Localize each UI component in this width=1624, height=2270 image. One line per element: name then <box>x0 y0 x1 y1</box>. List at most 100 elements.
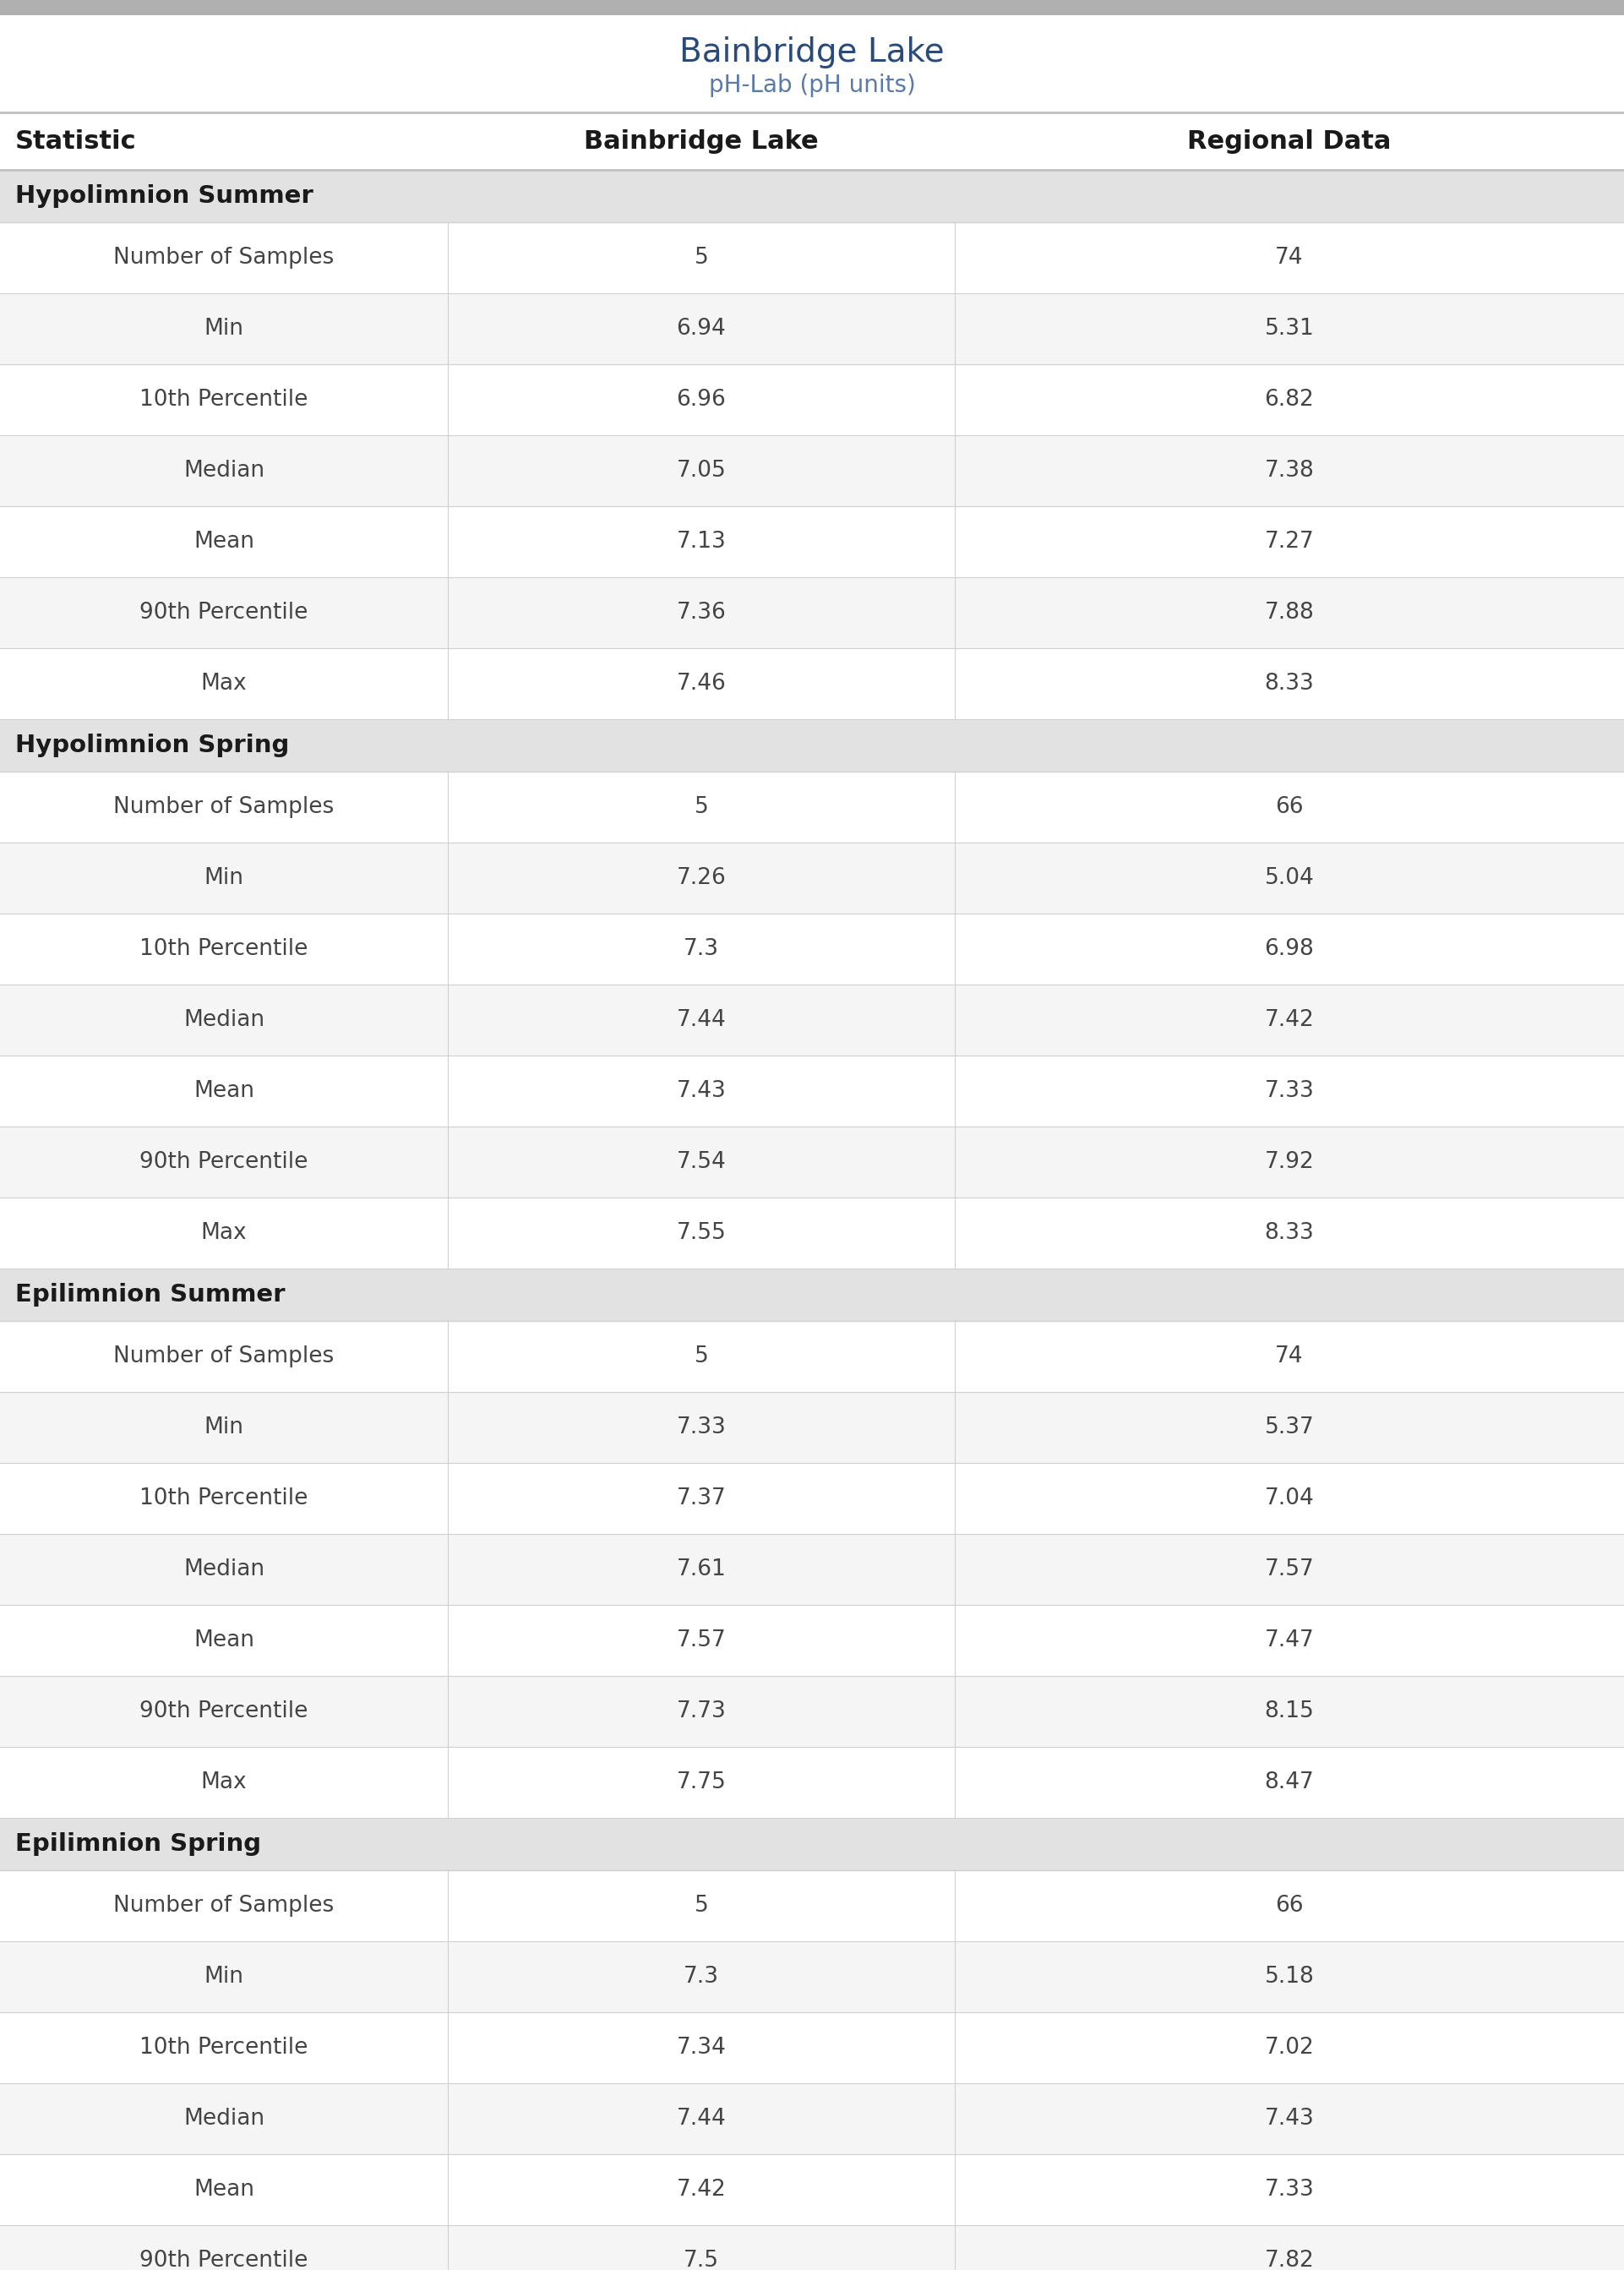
Text: 7.26: 7.26 <box>677 867 726 890</box>
Text: 6.94: 6.94 <box>677 318 726 340</box>
Text: Epilimnion Summer: Epilimnion Summer <box>15 1283 286 1308</box>
Bar <box>0 1605 1624 1675</box>
Bar <box>0 1462 1624 1535</box>
Text: 7.92: 7.92 <box>1265 1151 1314 1174</box>
Text: 90th Percentile: 90th Percentile <box>140 1151 309 1174</box>
Bar <box>0 1321 1624 1392</box>
Text: 7.47: 7.47 <box>1265 1630 1314 1650</box>
Text: 5.04: 5.04 <box>1265 867 1314 890</box>
Text: 7.33: 7.33 <box>1265 1081 1314 1101</box>
Text: 7.54: 7.54 <box>677 1151 726 1174</box>
Text: 10th Percentile: 10th Percentile <box>140 2036 309 2059</box>
Bar <box>0 720 1624 772</box>
Bar <box>0 1818 1624 1870</box>
Text: Mean: Mean <box>193 1081 255 1101</box>
Text: 90th Percentile: 90th Percentile <box>140 2250 309 2270</box>
Text: 7.5: 7.5 <box>684 2250 719 2270</box>
Text: Min: Min <box>205 318 244 340</box>
Text: Number of Samples: Number of Samples <box>114 797 335 817</box>
Bar <box>0 1748 1624 1818</box>
Text: 7.73: 7.73 <box>677 1700 726 1723</box>
Bar <box>0 1675 1624 1748</box>
Text: Epilimnion Spring: Epilimnion Spring <box>15 1832 261 1857</box>
Text: 5: 5 <box>693 797 708 817</box>
Text: 7.88: 7.88 <box>1265 602 1314 624</box>
Text: 5: 5 <box>693 1895 708 1916</box>
Text: Max: Max <box>201 1771 247 1793</box>
Text: 7.27: 7.27 <box>1265 531 1314 552</box>
Text: 90th Percentile: 90th Percentile <box>140 1700 309 1723</box>
Text: 7.37: 7.37 <box>677 1487 726 1510</box>
Bar <box>0 842 1624 913</box>
Text: Median: Median <box>184 1010 265 1031</box>
Text: 5: 5 <box>693 1346 708 1367</box>
Text: 7.04: 7.04 <box>1265 1487 1314 1510</box>
Text: Min: Min <box>205 867 244 890</box>
Text: 10th Percentile: 10th Percentile <box>140 938 309 960</box>
Bar <box>0 2225 1624 2270</box>
Text: Number of Samples: Number of Samples <box>114 1895 335 1916</box>
Text: 7.75: 7.75 <box>677 1771 726 1793</box>
Text: 7.36: 7.36 <box>677 602 726 624</box>
Text: Median: Median <box>184 1559 265 1580</box>
Text: 8.33: 8.33 <box>1265 1221 1314 1244</box>
Bar <box>0 1392 1624 1462</box>
Text: 10th Percentile: 10th Percentile <box>140 1487 309 1510</box>
Text: 7.61: 7.61 <box>677 1559 726 1580</box>
Text: 7.33: 7.33 <box>677 1416 726 1439</box>
Text: 7.46: 7.46 <box>677 672 726 695</box>
Text: 7.55: 7.55 <box>677 1221 726 1244</box>
Text: 7.38: 7.38 <box>1265 461 1314 481</box>
Text: Median: Median <box>184 2109 265 2129</box>
Text: 7.3: 7.3 <box>684 1966 719 1989</box>
Bar <box>0 985 1624 1056</box>
Text: 8.47: 8.47 <box>1265 1771 1314 1793</box>
Bar <box>0 436 1624 506</box>
Text: 10th Percentile: 10th Percentile <box>140 388 309 411</box>
Text: 7.43: 7.43 <box>677 1081 726 1101</box>
Bar <box>0 222 1624 293</box>
Bar <box>0 16 1624 114</box>
Text: pH-Lab (pH units): pH-Lab (pH units) <box>708 73 916 98</box>
Text: 6.96: 6.96 <box>677 388 726 411</box>
Bar <box>0 1269 1624 1321</box>
Bar <box>0 1941 1624 2011</box>
Text: 8.33: 8.33 <box>1265 672 1314 695</box>
Text: Min: Min <box>205 1416 244 1439</box>
Text: Bainbridge Lake: Bainbridge Lake <box>679 36 945 68</box>
Text: 7.02: 7.02 <box>1265 2036 1314 2059</box>
Text: 5.18: 5.18 <box>1265 1966 1314 1989</box>
Bar <box>0 913 1624 985</box>
Text: 7.42: 7.42 <box>1265 1010 1314 1031</box>
Text: 7.13: 7.13 <box>677 531 726 552</box>
Text: Min: Min <box>205 1966 244 1989</box>
Bar <box>0 363 1624 436</box>
Text: Max: Max <box>201 1221 247 1244</box>
Text: 7.57: 7.57 <box>1265 1559 1314 1580</box>
Text: 5.31: 5.31 <box>1265 318 1314 340</box>
Text: 74: 74 <box>1275 247 1304 268</box>
Text: 6.98: 6.98 <box>1265 938 1314 960</box>
Bar <box>0 1535 1624 1605</box>
Text: 7.44: 7.44 <box>677 1010 726 1031</box>
Text: 7.43: 7.43 <box>1265 2109 1314 2129</box>
Text: 7.33: 7.33 <box>1265 2179 1314 2200</box>
Text: 7.42: 7.42 <box>677 2179 726 2200</box>
Text: Mean: Mean <box>193 2179 255 2200</box>
Bar <box>0 1199 1624 1269</box>
Bar <box>0 649 1624 720</box>
Bar <box>0 114 1624 170</box>
Bar <box>0 1056 1624 1126</box>
Text: 7.44: 7.44 <box>677 2109 726 2129</box>
Text: Regional Data: Regional Data <box>1187 129 1392 154</box>
Text: Statistic: Statistic <box>15 129 136 154</box>
Text: 8.15: 8.15 <box>1265 1700 1314 1723</box>
Text: 90th Percentile: 90th Percentile <box>140 602 309 624</box>
Bar <box>0 293 1624 363</box>
Text: 7.3: 7.3 <box>684 938 719 960</box>
Bar <box>0 0 1624 16</box>
Bar <box>0 2154 1624 2225</box>
Text: Number of Samples: Number of Samples <box>114 247 335 268</box>
Bar <box>0 170 1624 222</box>
Text: 7.34: 7.34 <box>677 2036 726 2059</box>
